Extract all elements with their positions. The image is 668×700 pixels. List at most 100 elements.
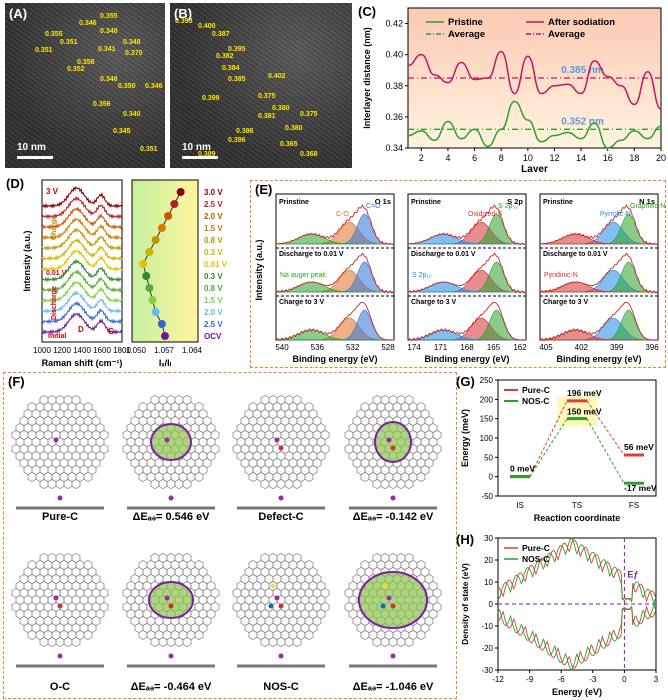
x-tick-label: -3 <box>589 675 597 684</box>
legend-label: NOS-C <box>522 396 549 406</box>
stack-label: Prinstine <box>279 199 309 206</box>
category-label: 2.5 V <box>204 200 223 209</box>
carbon-ring <box>210 601 220 613</box>
stack-label: Discharge to 0.01 V <box>411 251 476 258</box>
panel-f-frame <box>3 372 457 699</box>
x-tick-label: 162 <box>513 343 527 352</box>
category-label: 2.5 V <box>204 320 223 329</box>
charge-density <box>148 581 194 619</box>
x-tick-label: 168 <box>460 343 474 352</box>
x-tick-label: 4 <box>445 153 450 163</box>
y-tick-label: -20 <box>481 644 493 653</box>
legend-label: Pure-C <box>522 543 550 553</box>
x-axis-label: Raman shift (cm⁻¹) <box>42 358 123 368</box>
data-point <box>176 188 185 196</box>
x-tick-label: -9 <box>526 675 534 684</box>
panel-label-f: (F) <box>8 374 25 389</box>
x-tick-label: 1200 <box>53 346 71 355</box>
dos-curve-NOS-C <box>497 602 657 671</box>
category-label: 0.3 V <box>204 272 223 281</box>
d-spacing-label: 0.346 <box>79 20 97 27</box>
category-label: 1.5 V <box>204 224 223 233</box>
dopant-atom <box>382 583 388 589</box>
d-spacing-label: 0.348 <box>100 28 118 35</box>
x-tick-label: 1.050 <box>126 346 147 355</box>
y-tick-label: 150 <box>480 415 494 424</box>
d-spacing-label: 0.395 <box>228 46 246 53</box>
y-tick-label: 0 <box>489 600 494 609</box>
x-tick-label: 402 <box>575 343 589 352</box>
series-line-Pristine <box>407 100 662 149</box>
annotation: G <box>108 327 114 336</box>
raman-spectrum <box>41 258 123 283</box>
carbon-ring <box>99 429 109 441</box>
peak-label: C-O <box>336 211 349 218</box>
y-axis-label: Intensity (a.u.) <box>22 230 32 291</box>
x-axis-label: Binding energy (eV) <box>424 354 509 364</box>
na-atom <box>164 595 170 601</box>
stack-label: Prinstine <box>543 199 573 206</box>
dopant-atom <box>268 603 274 609</box>
x-tick-label: 16 <box>603 153 613 163</box>
d-spacing-label: 0.396 <box>228 137 246 144</box>
dos-curve-Pure-C <box>497 605 657 669</box>
data-point <box>157 320 166 328</box>
d-spacing-label: 0.375 <box>300 111 318 118</box>
tem-image-b: 0.393 0.400 0.387 0.382 0.395 0.384 0.385 0.402… <box>170 3 352 168</box>
plot-frame <box>539 193 659 341</box>
annotation: Initial <box>48 333 66 340</box>
legend-label: Pure-C <box>522 385 550 395</box>
energy-label: 56 meV <box>624 442 654 452</box>
peak-label: Graphitic-N <box>630 203 665 210</box>
d-spacing-label: 0.346 <box>145 83 163 90</box>
y-tick-label: 0 <box>489 473 494 482</box>
na-atom <box>53 595 59 601</box>
envelope-fit <box>407 302 527 342</box>
carbon-ring <box>210 429 220 441</box>
raman-spectrum <box>41 185 123 209</box>
connector <box>529 418 568 477</box>
x-tick-label: FS <box>629 501 639 510</box>
plot-frame <box>407 193 527 341</box>
peak-label: C=O <box>366 203 381 210</box>
d-spacing-label: 0.384 <box>222 65 240 72</box>
panel-label-g: (G) <box>456 374 475 389</box>
carbon-ring <box>432 601 442 613</box>
legend-label: After sodiation <box>548 17 615 28</box>
na-atom <box>168 495 174 501</box>
category-label: 0.3 V <box>204 248 223 257</box>
y-tick-label: 100 <box>480 434 494 443</box>
connector <box>586 400 625 456</box>
average-label: 0.352 nm <box>561 116 604 127</box>
carbon-ring <box>320 429 330 441</box>
na-atom <box>278 653 284 659</box>
y-tick-label: 0.38 <box>385 81 403 91</box>
dopant-atom <box>380 603 386 609</box>
x-tick-label: 1400 <box>73 346 91 355</box>
data-point <box>161 332 169 340</box>
x-tick-label: 1800 <box>113 346 131 355</box>
peak-label: Pyrrolic-N <box>600 211 631 218</box>
carbon-ring <box>320 443 330 455</box>
plot-frame <box>275 193 395 341</box>
data-point <box>142 272 151 280</box>
chart-interlayer-distance: 0.34 0.36 0.38 0.40 0.42 2 4 6 8 10 12 14 16 18 20 Laye… <box>362 7 666 172</box>
charge-density <box>150 423 192 461</box>
raman-spectrum <box>41 249 123 272</box>
d-spacing-label: 0.348 <box>123 39 141 46</box>
d-spacing-label: 0.389 <box>198 151 216 158</box>
na-atom <box>390 653 396 659</box>
dopant-atom <box>390 445 396 451</box>
dft-structures: Pure-C ΔEₐₔ= 0.546 eV Defect-C ΔEₐₔ= -0.142… <box>11 394 442 693</box>
na-atom <box>168 653 174 659</box>
x-tick-label: 399 <box>610 343 624 352</box>
peak-label: S 2p₃₂ <box>498 203 518 210</box>
x-tick-label: 165 <box>487 343 501 352</box>
envelope-fit <box>407 204 527 246</box>
peak-label: Oxidized-S <box>468 211 503 218</box>
raman-spectrum <box>41 300 123 325</box>
na-atom <box>386 595 392 601</box>
x-tick-label: 12 <box>549 153 559 163</box>
d-spacing-label: 0.358 <box>77 59 95 66</box>
